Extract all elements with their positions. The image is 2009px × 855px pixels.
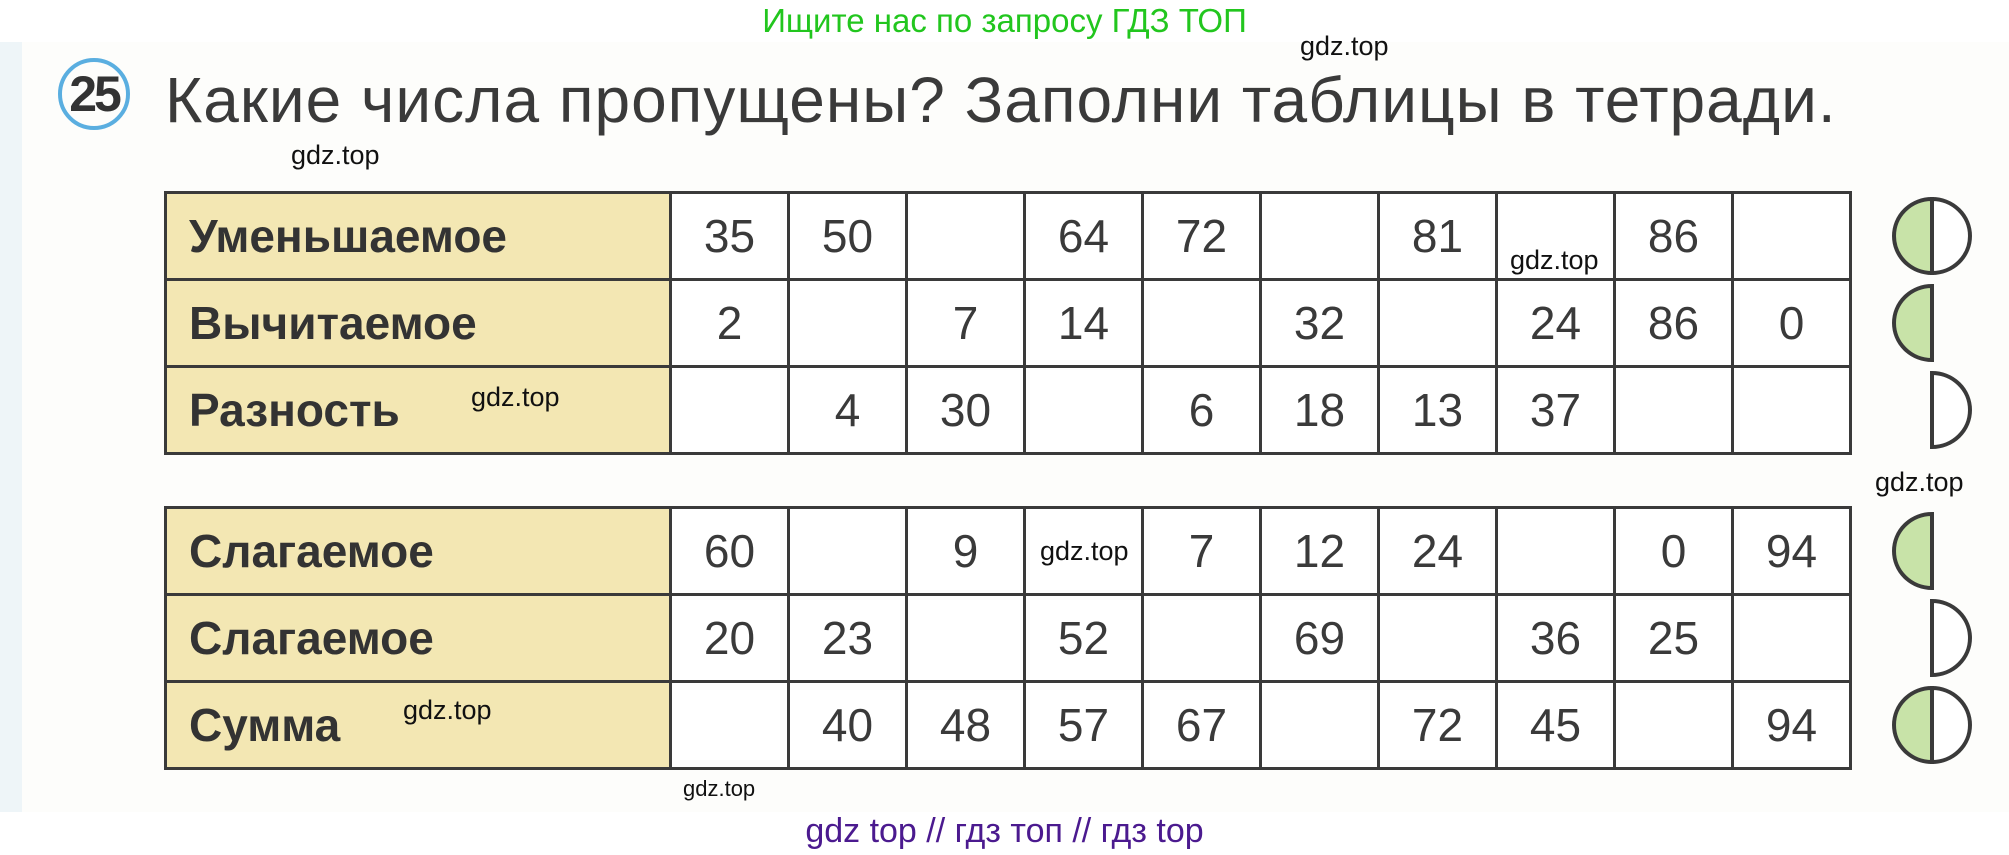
- table-cell: 30: [905, 365, 1026, 455]
- table-row: Сумма 40 48 57 67 72 45 94: [164, 680, 1852, 770]
- empty-cell: [905, 593, 1026, 683]
- empty-cell: [669, 365, 790, 455]
- subtraction-table: Уменьшаемое 35 50 64 72 81 86 Вычитаемое 2 7 14 32 2…: [164, 191, 1852, 455]
- table-cell: 24: [1377, 506, 1498, 596]
- table-cell: 32: [1259, 278, 1380, 368]
- table-cell: 86: [1613, 278, 1734, 368]
- empty-cell: [669, 680, 790, 770]
- header-note: Ищите нас по запросу ГДЗ ТОП: [762, 2, 1247, 39]
- table-cell: 72: [1141, 191, 1262, 281]
- table-cell: 94: [1731, 680, 1852, 770]
- watermark: gdz.top: [291, 140, 380, 170]
- self-check-left-half-icon: [1892, 283, 1934, 363]
- table-row: Уменьшаемое 35 50 64 72 81 86: [164, 191, 1852, 281]
- empty-cell: [1377, 278, 1498, 368]
- exercise-number-badge: 25: [58, 58, 130, 130]
- table-cell: 35: [669, 191, 790, 281]
- self-check-right-half-icon: [1930, 598, 1972, 678]
- table-cell: 7: [905, 278, 1026, 368]
- table-cell: 36: [1495, 593, 1616, 683]
- table-cell: 67: [1141, 680, 1262, 770]
- table-cell: 0: [1613, 506, 1734, 596]
- table-cell: 23: [787, 593, 908, 683]
- table-cell: 24: [1495, 278, 1616, 368]
- table-cell: 37: [1495, 365, 1616, 455]
- watermark: gdz.top: [1510, 245, 1599, 275]
- watermark: gdz.top: [1300, 31, 1389, 61]
- table-cell: 45: [1495, 680, 1616, 770]
- empty-cell: [1613, 680, 1734, 770]
- row-label: Слагаемое: [164, 593, 672, 683]
- empty-cell: [1141, 593, 1262, 683]
- addition-table: Слагаемое 60 9 7 12 24 0 94 Слагаемое 20 23 52 69 36 2…: [164, 506, 1852, 770]
- self-check-both-half-icon: [1892, 196, 1972, 276]
- row-label: Сумма: [164, 680, 672, 770]
- footer-note: gdz top // гдз топ // гдз top: [805, 812, 1204, 850]
- empty-cell: [1731, 365, 1852, 455]
- table-cell: 40: [787, 680, 908, 770]
- table-cell: 0: [1731, 278, 1852, 368]
- watermark: gdz.top: [1875, 467, 1964, 497]
- empty-cell: [1259, 191, 1380, 281]
- row-label: Слагаемое: [164, 506, 672, 596]
- table-cell: 50: [787, 191, 908, 281]
- row-label: Уменьшаемое: [164, 191, 672, 281]
- table-cell: 57: [1023, 680, 1144, 770]
- table-cell: 6: [1141, 365, 1262, 455]
- table-cell: 48: [905, 680, 1026, 770]
- watermark: gdz.top: [471, 382, 560, 412]
- empty-cell: [1141, 278, 1262, 368]
- table-cell: 2: [669, 278, 790, 368]
- self-check-both-half-icon: [1892, 685, 1972, 765]
- table-cell: 18: [1259, 365, 1380, 455]
- empty-cell: [905, 191, 1026, 281]
- table-cell: 60: [669, 506, 790, 596]
- exercise-title: Какие числа пропущены? Заполни таблицы в…: [165, 64, 1837, 136]
- table-row: Разность 4 30 6 18 13 37: [164, 365, 1852, 455]
- table-cell: 4: [787, 365, 908, 455]
- table-cell: 7: [1141, 506, 1262, 596]
- row-label: Вычитаемое: [164, 278, 672, 368]
- empty-cell: [1023, 506, 1144, 596]
- empty-cell: [1377, 593, 1498, 683]
- empty-cell: [787, 506, 908, 596]
- empty-cell: [1259, 680, 1380, 770]
- watermark: gdz.top: [403, 695, 492, 725]
- self-check-left-half-icon: [1892, 511, 1934, 591]
- table-cell: 86: [1613, 191, 1734, 281]
- empty-cell: [1495, 191, 1616, 281]
- table-cell: 81: [1377, 191, 1498, 281]
- self-check-right-half-icon: [1930, 370, 1972, 450]
- table-row: Слагаемое 60 9 7 12 24 0 94: [164, 506, 1852, 596]
- table-cell: 12: [1259, 506, 1380, 596]
- table-row: Слагаемое 20 23 52 69 36 25: [164, 593, 1852, 683]
- table-cell: 13: [1377, 365, 1498, 455]
- table-cell: 52: [1023, 593, 1144, 683]
- table-cell: 9: [905, 506, 1026, 596]
- table-cell: 94: [1731, 506, 1852, 596]
- empty-cell: [1495, 506, 1616, 596]
- table-cell: 72: [1377, 680, 1498, 770]
- table-cell: 20: [669, 593, 790, 683]
- empty-cell: [1023, 365, 1144, 455]
- empty-cell: [1731, 191, 1852, 281]
- table-cell: 25: [1613, 593, 1734, 683]
- watermark: gdz.top: [1040, 536, 1129, 566]
- table-cell: 64: [1023, 191, 1144, 281]
- table-cell: 14: [1023, 278, 1144, 368]
- empty-cell: [787, 278, 908, 368]
- row-label: Разность: [164, 365, 672, 455]
- watermark: gdz.top: [683, 776, 756, 801]
- table-cell: 69: [1259, 593, 1380, 683]
- table-row: Вычитаемое 2 7 14 32 24 86 0: [164, 278, 1852, 368]
- empty-cell: [1731, 593, 1852, 683]
- empty-cell: [1613, 365, 1734, 455]
